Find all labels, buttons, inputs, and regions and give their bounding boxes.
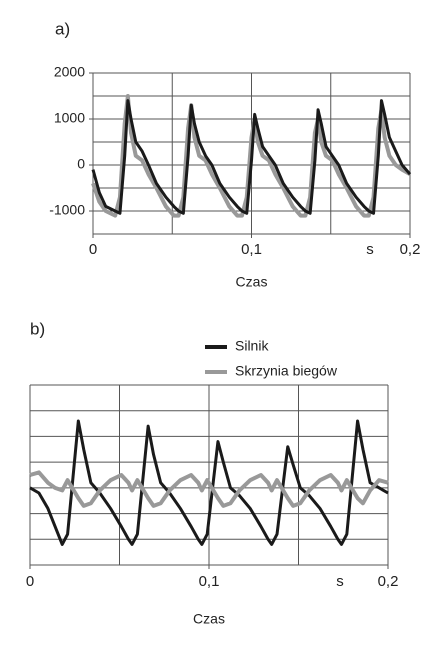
chart-title: a): [55, 19, 70, 38]
x-tick-label: 0: [89, 241, 97, 258]
x-tick-label: 0,2: [378, 573, 399, 590]
y-tick-label: 2000: [54, 64, 85, 80]
x-unit: s: [366, 241, 374, 258]
x-unit: s: [336, 573, 344, 590]
chart-title: b): [30, 319, 45, 338]
series-line: [29, 419, 389, 546]
legend-label: Silnik: [235, 338, 269, 354]
y-tick-label: 0: [77, 156, 85, 172]
x-tick-label: 0,2: [400, 241, 421, 258]
x-tick-label: 0,1: [199, 573, 220, 590]
x-axis-label: Czas: [236, 274, 268, 290]
x-axis-label: Czas: [193, 611, 225, 627]
y-tick-label: 1000: [54, 110, 85, 126]
legend-label: Skrzynia biegów: [235, 363, 338, 379]
x-tick-label: 0: [26, 573, 34, 590]
series-line: [29, 470, 389, 508]
y-tick-label: -1000: [49, 202, 85, 218]
series-line: [91, 99, 412, 215]
x-tick-label: 0,1: [241, 241, 262, 258]
